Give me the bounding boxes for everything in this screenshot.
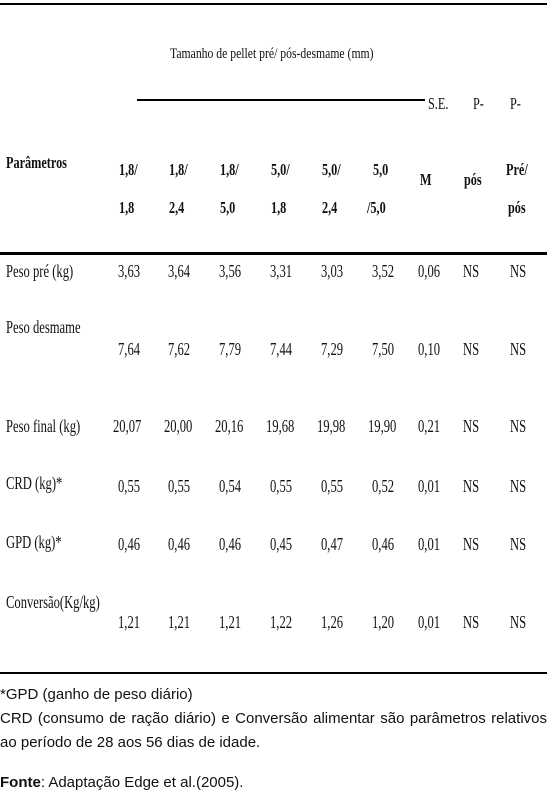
sem-cell: 0,01 <box>418 476 441 496</box>
cell: 1,21 <box>118 612 141 632</box>
cell: 0,47 <box>321 534 344 554</box>
cell: 20,16 <box>215 416 244 436</box>
p-pos-header-bottom: pós <box>464 170 482 189</box>
p-prepos-cell: NS <box>510 534 527 554</box>
cell: 3,03 <box>321 261 344 281</box>
col-header-4-l2: 1,8 <box>271 198 287 217</box>
table-top-rule <box>0 3 547 5</box>
col-header-1-l1: 1,8/ <box>119 160 138 179</box>
col-header-5-l1: 5,0/ <box>322 160 341 179</box>
cell: 7,29 <box>321 339 344 359</box>
cell: 0,52 <box>372 476 395 496</box>
source-label: Fonte <box>0 774 41 791</box>
p-pos-cell: NS <box>463 534 480 554</box>
col-header-5-l2: 2,4 <box>322 198 338 217</box>
group-header: Tamanho de pellet pré/ pós-desmame (mm) <box>170 46 374 62</box>
cell: 0,55 <box>270 476 293 496</box>
sem-cell: 0,01 <box>418 534 441 554</box>
p-prepos-cell: NS <box>510 339 527 359</box>
cell: 0,46 <box>372 534 395 554</box>
p-prepos-header-l2: pós <box>508 198 526 217</box>
p-prepos-cell: NS <box>510 261 527 281</box>
cell: 1,20 <box>372 612 395 632</box>
cell: 3,56 <box>219 261 242 281</box>
row-label: Peso desmame <box>6 317 81 337</box>
cell: 7,64 <box>118 339 141 359</box>
se-header-top: S.E. <box>428 94 449 113</box>
col-header-6-l2: /5,0 <box>367 198 386 217</box>
cell: 1,21 <box>168 612 191 632</box>
col-header-3-l2: 5,0 <box>220 198 236 217</box>
sem-cell: 0,21 <box>418 416 441 436</box>
group-header-rule <box>137 99 425 101</box>
p-prepos-header-top: P- <box>510 94 521 113</box>
cell: 1,22 <box>270 612 293 632</box>
p-pos-cell: NS <box>463 261 480 281</box>
cell: 0,46 <box>118 534 141 554</box>
row-label: GPD (kg)* <box>6 532 62 552</box>
cell: 0,55 <box>321 476 344 496</box>
p-pos-cell: NS <box>463 476 480 496</box>
p-pos-cell: NS <box>463 612 480 632</box>
cell: 7,79 <box>219 339 242 359</box>
cell: 0,55 <box>118 476 141 496</box>
p-prepos-cell: NS <box>510 416 527 436</box>
col-header-6-l1: 5,0 <box>373 160 389 179</box>
cell: 0,45 <box>270 534 293 554</box>
cell: 19,68 <box>266 416 295 436</box>
p-prepos-cell: NS <box>510 476 527 496</box>
footnote-crd: CRD (consumo de ração diário) e Conversã… <box>0 710 547 751</box>
cell: 3,63 <box>118 261 141 281</box>
table-bottom-rule <box>0 672 547 674</box>
cell: 7,62 <box>168 339 191 359</box>
row-label: CRD (kg)* <box>6 473 63 493</box>
row-label: Peso pré (kg) <box>6 261 74 281</box>
cell: 7,50 <box>372 339 395 359</box>
cell: 0,46 <box>219 534 242 554</box>
row-label: Conversão(Kg/kg) <box>6 592 100 612</box>
cell: 19,98 <box>317 416 346 436</box>
cell: 0,46 <box>168 534 191 554</box>
p-prepos-cell: NS <box>510 612 527 632</box>
p-pos-header-top: P- <box>473 94 484 113</box>
source-text: : Adaptação Edge et al.(2005). <box>40 774 244 791</box>
cell: 1,21 <box>219 612 242 632</box>
header-bottom-rule <box>0 252 547 255</box>
col-header-4-l1: 5,0/ <box>271 160 290 179</box>
cell: 3,52 <box>372 261 395 281</box>
col-header-1-l2: 1,8 <box>119 198 135 217</box>
p-pos-cell: NS <box>463 339 480 359</box>
param-header: Parâmetros <box>6 153 67 172</box>
cell: 7,44 <box>270 339 293 359</box>
col-header-3-l1: 1,8/ <box>220 160 239 179</box>
cell: 0,55 <box>168 476 191 496</box>
col-header-2-l1: 1,8/ <box>169 160 188 179</box>
cell: 1,26 <box>321 612 344 632</box>
cell: 19,90 <box>368 416 397 436</box>
se-header-bottom: M <box>420 170 432 189</box>
p-pos-cell: NS <box>463 416 480 436</box>
sem-cell: 0,10 <box>418 339 441 359</box>
footnote-gpd: *GPD (ganho de peso diário) <box>0 686 193 703</box>
cell: 3,64 <box>168 261 191 281</box>
col-header-2-l2: 2,4 <box>169 198 185 217</box>
row-label: Peso final (kg) <box>6 416 81 436</box>
cell: 20,00 <box>164 416 193 436</box>
cell: 20,07 <box>113 416 142 436</box>
cell: 3,31 <box>270 261 293 281</box>
sem-cell: 0,01 <box>418 612 441 632</box>
cell: 0,54 <box>219 476 242 496</box>
footnote-source: Fonte: Adaptação Edge et al.(2005). <box>0 771 547 795</box>
p-prepos-header-l1: Pré/ <box>506 160 528 179</box>
sem-cell: 0,06 <box>418 261 441 281</box>
